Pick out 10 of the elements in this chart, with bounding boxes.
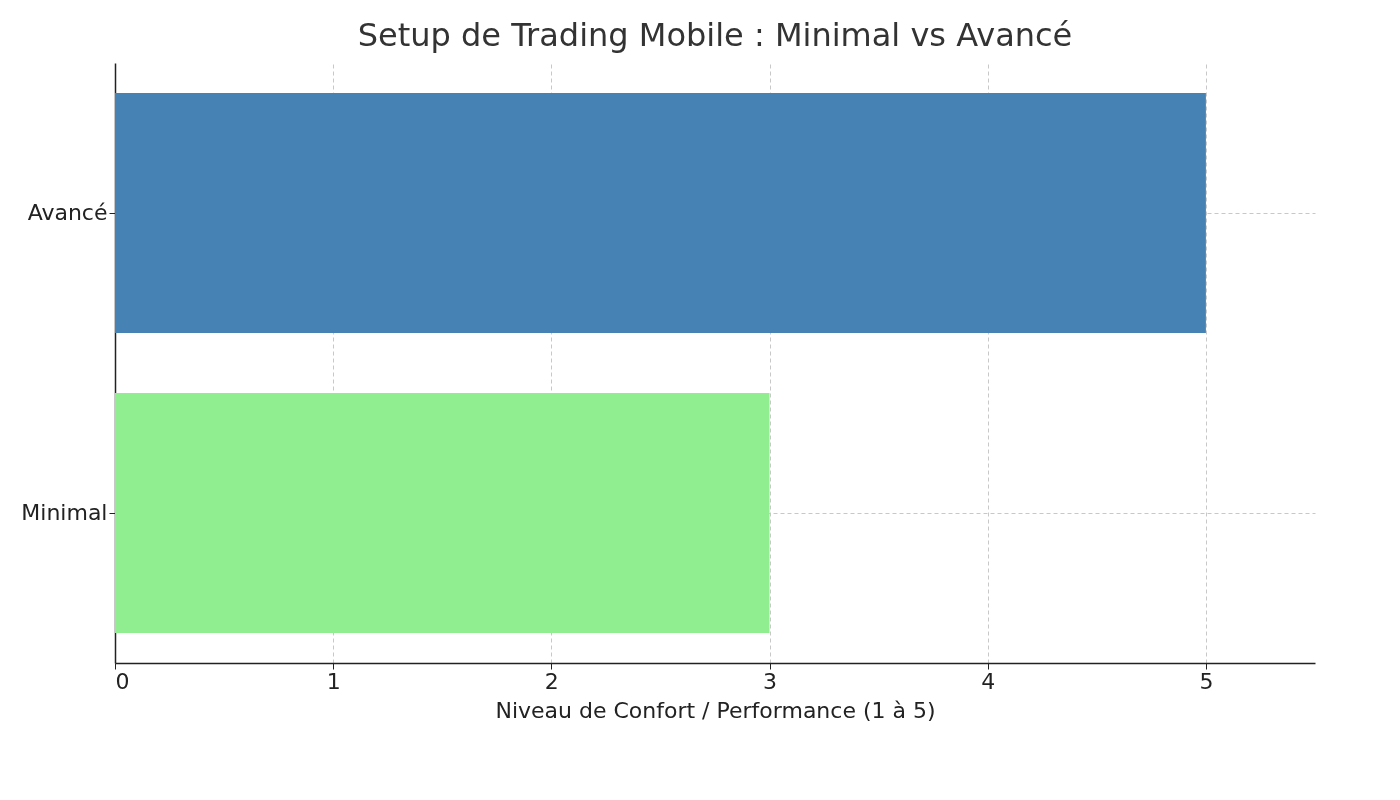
y-tick-label: Minimal	[21, 500, 108, 525]
x-tick-label: 1	[326, 668, 341, 694]
x-axis-title: Niveau de Confort / Performance (1 à 5)	[495, 697, 936, 723]
x-tick-label: 5	[1199, 668, 1214, 694]
y-tick-label: Avancé	[27, 200, 108, 225]
chart-title: Setup de Trading Mobile : Minimal vs Avancé	[357, 16, 1073, 54]
x-tick-label: 4	[981, 668, 996, 694]
x-tick-label: 0	[115, 668, 130, 694]
x-tick-label: 2	[544, 668, 559, 694]
x-tick-label: 3	[763, 668, 778, 694]
